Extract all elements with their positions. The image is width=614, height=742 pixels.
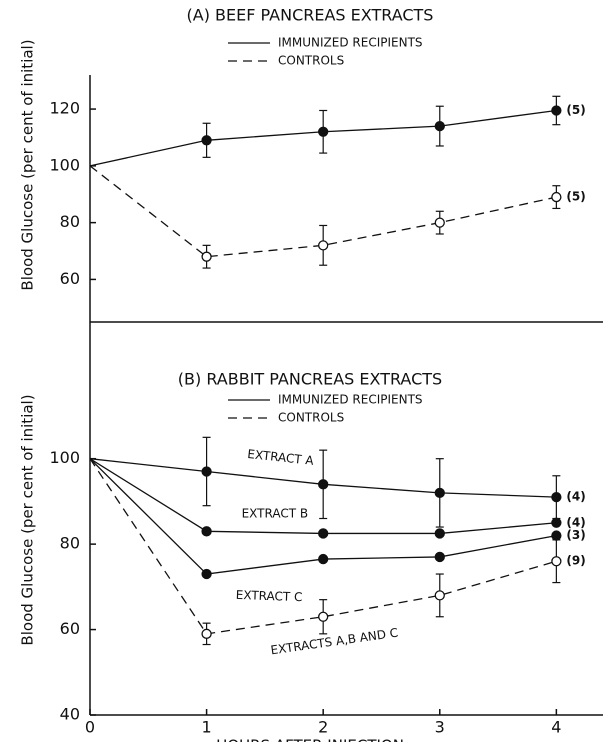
x-tick-label: 0 (85, 718, 95, 737)
y-tick-label: 120 (49, 99, 80, 118)
legend-label: CONTROLS (278, 54, 344, 68)
data-point (318, 528, 329, 539)
end-label: (4) (566, 490, 585, 504)
x-tick-label: 1 (201, 718, 211, 737)
data-point (201, 466, 212, 477)
end-label: (4) (566, 515, 585, 529)
end-label: (5) (566, 103, 585, 117)
y-axis-label: Blood Glucose (per cent of initial) (19, 39, 37, 290)
chart-title: (B) RABBIT PANCREAS EXTRACTS (178, 370, 442, 389)
data-point (201, 251, 212, 262)
y-tick-label: 80 (60, 534, 80, 553)
data-point (318, 553, 329, 565)
series-label: EXTRACT A (247, 447, 315, 468)
data-point (434, 487, 445, 499)
y-axis-label: Blood Glucose (per cent of initial) (19, 394, 37, 645)
data-point (551, 556, 562, 567)
data-point (318, 479, 329, 490)
y-tick-label: 100 (49, 448, 80, 467)
data-point (551, 191, 562, 203)
legend-label: IMMUNIZED RECIPIENTS (278, 36, 423, 50)
end-label: (5) (566, 190, 585, 204)
series-line (89, 165, 557, 258)
x-tick-label: 4 (551, 718, 561, 737)
end-label: (9) (566, 554, 585, 568)
series-label: EXTRACTS A,B AND C (270, 626, 399, 658)
data-point (551, 517, 562, 528)
x-axis-label: HOURS AFTER INJECTION (216, 737, 404, 742)
legend-label: CONTROLS (278, 411, 344, 425)
data-point (434, 590, 445, 601)
data-point (551, 105, 562, 116)
data-point (551, 491, 562, 503)
data-point (201, 628, 212, 639)
series-label: EXTRACT C (236, 588, 303, 604)
data-point (201, 135, 212, 146)
series-label: EXTRACT B (242, 507, 309, 521)
series-line (89, 458, 557, 635)
x-tick-label: 2 (318, 718, 328, 737)
y-tick-label: 40 (60, 705, 80, 724)
data-point (318, 240, 329, 251)
legend-label: IMMUNIZED RECIPIENTS (278, 393, 423, 407)
end-label: (3) (566, 528, 585, 542)
data-point (551, 530, 562, 541)
y-tick-label: 80 (60, 212, 80, 231)
data-point (201, 526, 212, 537)
data-point (201, 568, 212, 580)
data-point (434, 217, 445, 228)
y-tick-label: 60 (60, 269, 80, 288)
y-tick-label: 100 (49, 155, 80, 174)
x-tick-label: 3 (435, 718, 445, 737)
data-point (434, 528, 445, 539)
data-point (434, 120, 445, 132)
chart-title: (A) BEEF PANCREAS EXTRACTS (187, 6, 434, 25)
y-tick-label: 60 (60, 619, 80, 638)
data-point (318, 611, 329, 622)
data-point (434, 551, 445, 563)
data-point (318, 126, 329, 137)
